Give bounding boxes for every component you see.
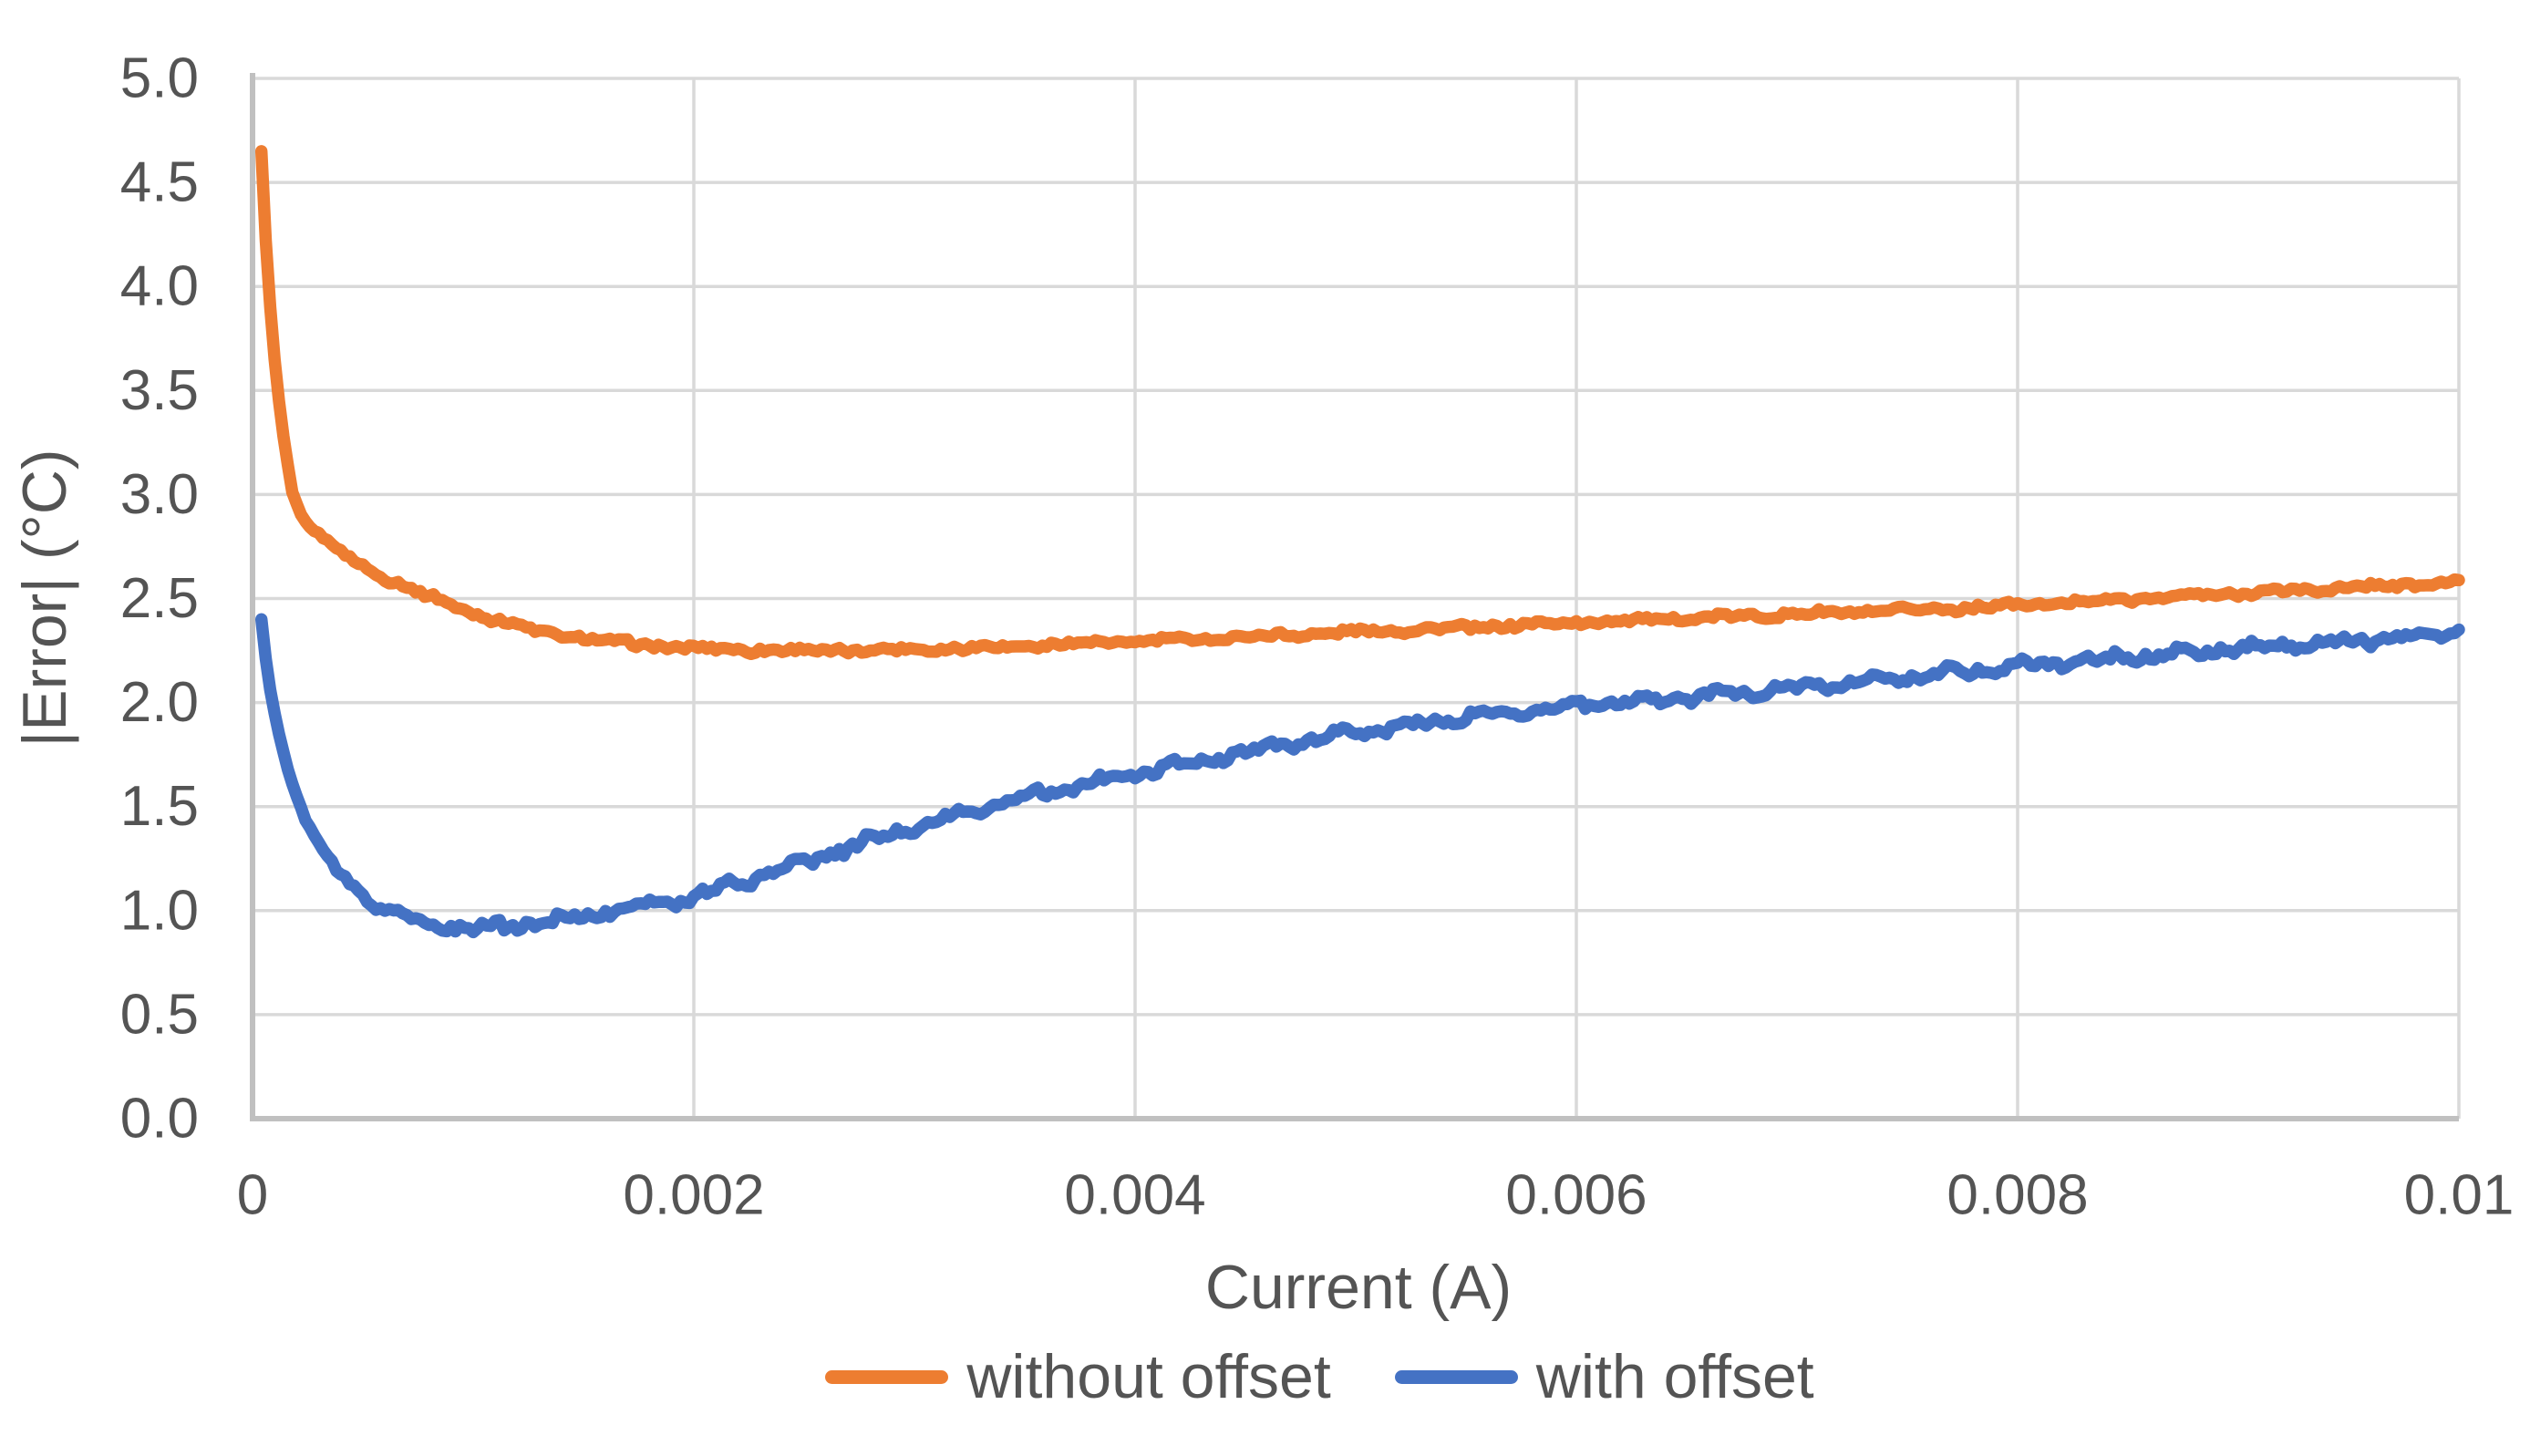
y-tick-label: 0.0 [120,1088,199,1151]
x-tick-label: 0.008 [1947,1164,2088,1227]
tick-labels: 0.0 0.5 1.0 1.5 2.0 2.5 3.0 3.5 4.0 4.5 5.0 0 0.002 0… [120,47,2515,1227]
y-tick-label: 5.0 [120,47,199,110]
series-line-without-offset [254,145,2465,661]
y-tick-label: 3.5 [120,359,199,422]
x-tick-label: 0 [237,1164,268,1227]
series-line-with-offset [254,613,2465,939]
legend-item-without-offset: without offset [825,1342,1331,1411]
y-tick-label: 4.5 [120,151,199,214]
legend-swatch-without-offset [825,1369,949,1384]
x-tick-label: 0.006 [1505,1164,1647,1227]
legend-item-with-offset: with offset [1394,1342,1814,1411]
y-tick-label: 3.0 [120,463,199,526]
y-tick-label: 1.5 [120,775,199,838]
legend-label: with offset [1535,1342,1814,1411]
y-axis-title: |Error| (°C) [10,449,79,748]
x-tick-label: 0.002 [623,1164,764,1227]
axes [250,73,2459,1121]
legend-swatch-with-offset [1394,1369,1518,1384]
y-tick-label: 1.0 [120,879,199,942]
legend-row: without offset with offset [825,1342,1814,1411]
y-tick-label: 0.5 [120,983,199,1046]
y-tick-label: 4.0 [120,255,199,318]
y-tick-label: 2.0 [120,671,199,734]
x-axis-title: Current (A) [1205,1253,1512,1322]
legend-label: without offset [966,1342,1331,1411]
x-tick-label: 0.004 [1064,1164,1205,1227]
legend: without offset with offset [0,1346,2530,1408]
x-tick-label: 0.01 [2404,1164,2515,1227]
series-lines [254,145,2465,939]
y-tick-label: 2.5 [120,567,199,630]
